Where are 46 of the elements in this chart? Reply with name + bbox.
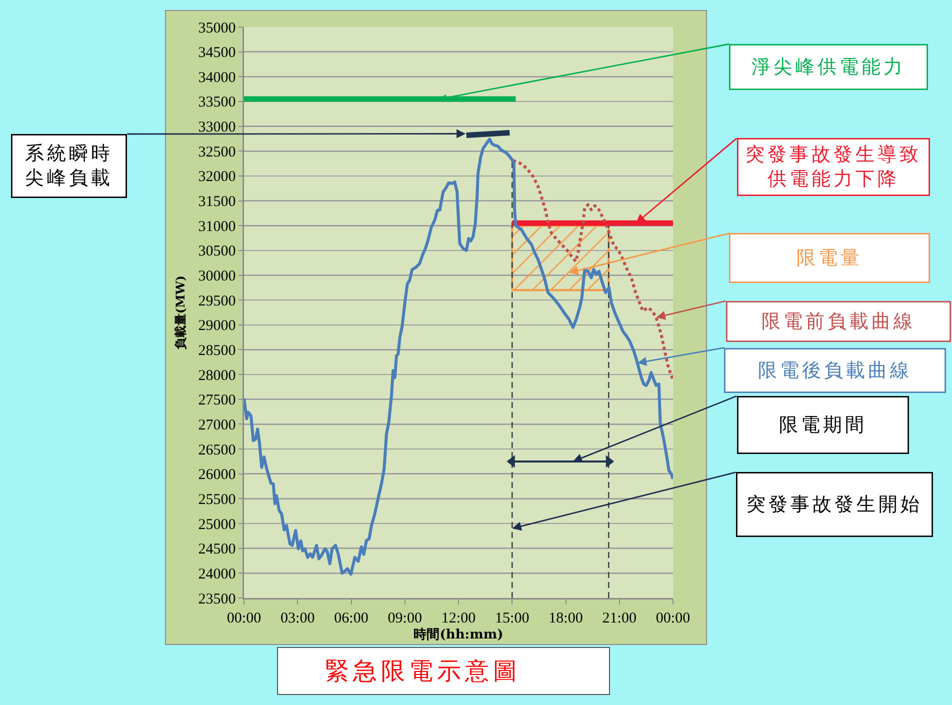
x-tick-label: 00:00 bbox=[656, 610, 690, 626]
x-tick-label: 12:00 bbox=[441, 610, 476, 626]
y-tick-label: 33500 bbox=[198, 94, 236, 111]
y-tick-label: 24000 bbox=[198, 566, 236, 582]
text: 突發事故發生導致供電能力下降 bbox=[745, 144, 922, 190]
y-tick-label: 34000 bbox=[198, 70, 236, 86]
x-axis-title: 時間(hh:mm) bbox=[414, 628, 504, 643]
text: 緊急限電示意圖 bbox=[324, 656, 522, 687]
x-tick-label: 00:00 bbox=[226, 610, 262, 626]
y-tick-label: 34500 bbox=[198, 45, 236, 62]
y-tick-label: 28000 bbox=[198, 368, 236, 384]
x-tick-label: 18:00 bbox=[548, 610, 583, 626]
y-tick-label: 26000 bbox=[198, 467, 236, 484]
y-tick-label: 24500 bbox=[198, 542, 236, 558]
text: 淨尖峰供電能力 bbox=[751, 56, 906, 78]
y-tick-label: 29000 bbox=[198, 318, 236, 334]
y-tick-label: 30500 bbox=[198, 244, 236, 260]
x-tick-label: 06:00 bbox=[334, 610, 368, 626]
line-series bbox=[244, 138, 673, 576]
y-axis-title: 負載量(MW) bbox=[174, 275, 188, 350]
y-tick-label: 25500 bbox=[198, 492, 236, 508]
annotation: 突發事故發生開始 bbox=[746, 493, 922, 516]
y-tick-label: 32500 bbox=[198, 144, 236, 160]
y-tick-label: 28500 bbox=[198, 342, 236, 359]
y-tick-label: 29500 bbox=[198, 293, 236, 310]
x-tick-label: 09:00 bbox=[388, 610, 422, 626]
y-tick-label: 33000 bbox=[198, 120, 236, 136]
text: 限電量 bbox=[796, 246, 862, 269]
x-tick-label: 03:00 bbox=[280, 610, 315, 626]
y-tick-label: 31500 bbox=[198, 194, 236, 210]
text: 限電後負載曲線 bbox=[758, 359, 912, 382]
y-tick-label: 25000 bbox=[198, 516, 236, 533]
line-series bbox=[512, 159, 673, 381]
x-tick-label: 21:00 bbox=[602, 610, 636, 626]
y-tick-label: 31000 bbox=[198, 218, 236, 235]
y-tick-label: 30000 bbox=[198, 268, 236, 285]
x-tick-label: 15:00 bbox=[495, 610, 530, 626]
y-tick-label: 26500 bbox=[198, 442, 236, 458]
y-tick-label: 35000 bbox=[198, 20, 236, 36]
annotation: 系統瞬時尖峰負載 bbox=[24, 142, 113, 190]
y-tick-label: 32000 bbox=[198, 169, 236, 186]
y-tick-label: 27000 bbox=[198, 417, 236, 434]
y-tick-label: 23500 bbox=[198, 591, 236, 608]
y-tick-label: 27500 bbox=[198, 392, 236, 409]
legend-label: 限電前負載曲線 bbox=[761, 310, 916, 332]
text: 限電期間 bbox=[778, 414, 867, 436]
